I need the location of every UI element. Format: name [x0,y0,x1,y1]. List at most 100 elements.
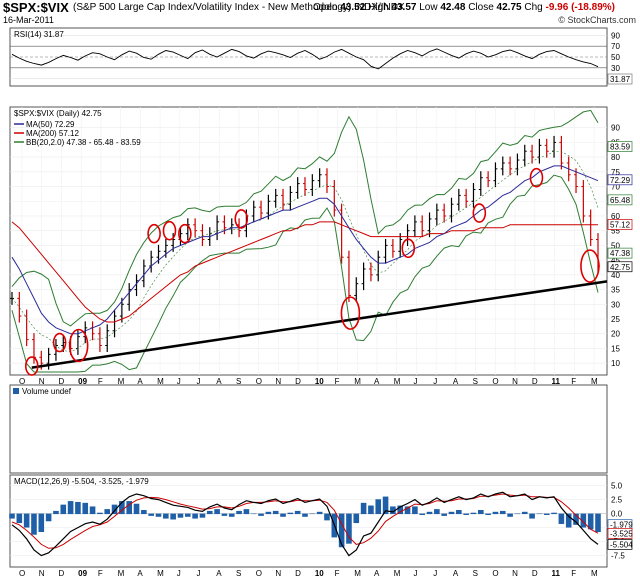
macd-histogram-bar [507,513,513,517]
macd-histogram-bar [448,511,455,515]
macd-histogram-bar [426,511,433,515]
macd-x-tick-label: D [58,569,64,578]
macd-histogram-bar [309,513,316,515]
price-x-tick-label: 11 [552,377,561,386]
macd-frame [9,474,608,568]
price-tick-label: 55 [611,227,620,236]
macd-histogram-bar [192,513,198,519]
macd-histogram-bar [221,513,228,516]
macd-histogram-bar [302,513,308,517]
price-x-tick-label: J [197,377,201,386]
price-x-tick-label: 10 [315,377,324,386]
macd-histogram-bar [382,496,389,515]
price-tick-label: 60 [611,212,620,221]
macd-histogram-bar [104,509,111,515]
rsi-line [11,48,599,70]
macd-histogram-bar [338,513,345,548]
macd-histogram-bar [536,513,543,515]
macd-histogram-bar [141,510,147,515]
price-x-tick-label: D [532,377,538,386]
macd-histogram-bar [353,513,360,524]
symbol-title: $SPX:$VIX [3,0,69,15]
price-right-label: 83.59 [610,143,631,152]
price-x-tick-label: 09 [78,377,87,386]
macd-histogram-bar [580,513,587,528]
macd-histogram-bar [280,513,286,517]
macd-histogram-bar [89,506,96,515]
symbol-description: (S&P 500 Large Cap Index/Volatility Inde… [73,2,405,13]
macd-histogram-bar [258,513,264,516]
macd-right-label: -3.525 [610,529,633,538]
close-label: Close [468,2,494,13]
macd-histogram-bar [485,513,491,515]
macd-x-tick-label: F [98,569,103,578]
high-value: 43.57 [391,2,417,13]
low-value: 42.48 [440,2,466,13]
macd-histogram-bar [272,510,279,515]
macd-histogram-bar [185,513,191,517]
price-x-tick-label: F [335,377,340,386]
high-label: High [368,2,389,13]
price-tick-label: 30 [611,300,620,309]
macd-histogram-bar [587,513,594,530]
macd-histogram-bar [294,510,301,515]
price-frame [9,106,608,376]
macd-x-tick-label: 10 [315,569,324,578]
macd-histogram-bar [390,506,396,515]
price-title: $SPX:$VIX (Daily) 42.75 [14,109,102,118]
price-right-label-box [607,194,633,206]
price-tick-label: 70 [611,183,620,192]
price-x-tick-label: M [354,377,361,386]
macd-histogram-bar [551,512,557,515]
macd-x-tick-label: A [137,569,143,578]
support-trend-line [31,280,608,369]
price-tick-label: 80 [611,153,620,162]
macd-right-label-box [607,539,633,550]
macd-histogram-bar [67,501,74,515]
macd-x-tick-label: M [118,569,125,578]
price-x-tick-label: J [413,377,417,386]
price-right-label: 72.29 [610,176,631,185]
macd-histogram-bar [360,502,367,515]
macd-histogram-bar [558,513,565,524]
price-right-label: 65.48 [610,196,631,205]
macd-panel: 5.02.50.0-2.5-5.0-7.5 MACD(12,26,9) -5.5… [9,474,633,578]
macd-histogram-bar [111,504,118,515]
price-right-label: 57.12 [610,220,631,229]
macd-histogram-bar [148,513,154,516]
price-right-label: 42.75 [610,263,631,272]
macd-x-tick-label: J [433,569,437,578]
macd-right-label: -5.504 [610,540,633,549]
price-tick-label: 15 [611,344,620,353]
macd-tick-label: 5.0 [611,482,623,491]
open-value: 43.52 [340,2,366,13]
highlight-circle [178,223,192,244]
price-x-tick-label: M [394,377,401,386]
price-x-tick-label: S [473,377,478,386]
macd-x-tick-label: O [256,569,262,578]
rsi-tick-label: 50 [611,53,620,62]
chart-header: $SPX:$VIX (S&P 500 Large Cap Index/Volat… [0,0,640,26]
price-tick-label: 50 [611,241,620,250]
macd-histogram-bar [82,502,89,515]
rsi-panel: 9070503010 RSI(14) 31.87 31.87 [9,27,633,87]
macd-tick-label: 0.0 [611,510,623,519]
macd-x-tick-label: F [571,569,576,578]
macd-histogram-bar [492,511,499,515]
macd-histogram-bar [133,503,140,515]
macd-x-tick-label: D [295,569,301,578]
bollinger-lower-line [11,174,599,373]
macd-histogram-bar [236,510,242,515]
highlight-circle [162,220,177,241]
macd-histogram-bar [529,513,535,519]
macd-x-tick-label: J [197,569,201,578]
price-x-tick-label: O [19,377,25,386]
macd-histogram-bar [250,513,257,515]
price-x-tick-label: A [374,377,380,386]
price-x-tick-label: A [216,377,222,386]
macd-histogram-bar [119,501,125,515]
price-tick-label: 35 [611,286,620,295]
price-tick-label: 20 [611,330,620,339]
rsi-title: RSI(14) 31.87 [14,30,64,39]
macd-histogram-bar [163,513,169,519]
